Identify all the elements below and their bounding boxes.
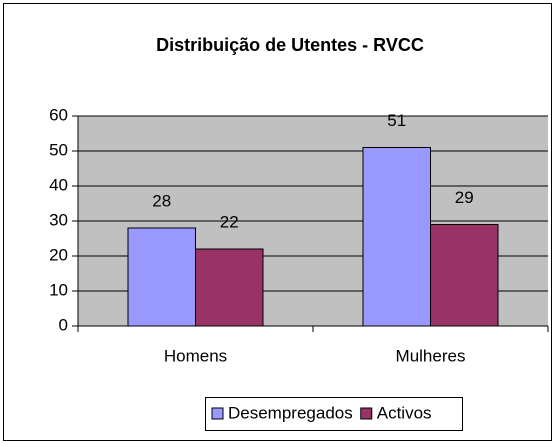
x-tick-label: Homens <box>164 346 227 365</box>
data-label: 29 <box>455 188 474 207</box>
legend-box <box>205 397 463 431</box>
bar <box>195 248 264 327</box>
bar <box>430 224 499 327</box>
data-label: 51 <box>387 111 406 130</box>
y-tick-label: 10 <box>49 280 68 299</box>
bar <box>127 227 196 327</box>
legend-label: Desempregados <box>228 403 353 422</box>
legend-swatch <box>211 407 224 420</box>
y-tick-label: 60 <box>49 105 68 124</box>
y-tick-label: 30 <box>49 210 68 229</box>
bar <box>362 147 431 327</box>
y-tick-label: 40 <box>49 175 68 194</box>
y-tick-label: 50 <box>49 140 68 159</box>
legend-swatch <box>360 407 373 420</box>
y-tick-label: 0 <box>59 315 68 334</box>
data-label: 22 <box>220 212 239 231</box>
x-tick-label: Mulheres <box>396 346 466 365</box>
legend-label: Activos <box>377 403 432 422</box>
data-label: 28 <box>152 191 171 210</box>
y-tick-label: 20 <box>49 245 68 264</box>
chart-title: Distribuição de Utentes - RVCC <box>156 35 424 55</box>
